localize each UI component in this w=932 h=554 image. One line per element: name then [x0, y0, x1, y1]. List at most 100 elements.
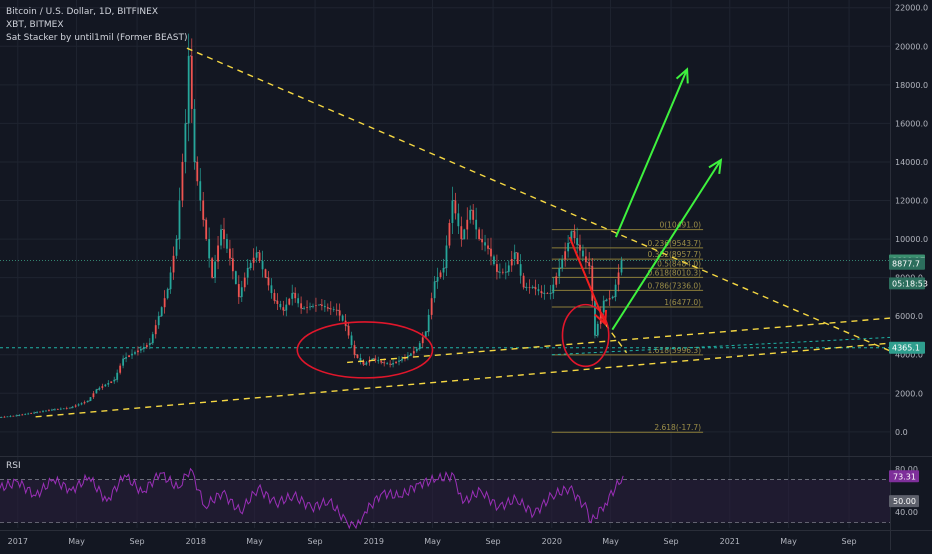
price-point	[195, 161, 197, 163]
x-tick-label: Sep	[664, 537, 679, 546]
rsi-point	[622, 475, 624, 477]
candle-body	[469, 210, 472, 220]
candle-body	[371, 358, 374, 361]
rsi-point	[586, 509, 588, 511]
candle-body	[24, 414, 27, 415]
price-axis-badge	[889, 257, 925, 270]
x-tick-label: Sep	[308, 537, 323, 546]
rsi-point	[435, 479, 437, 481]
candle-body	[594, 300, 596, 336]
candle-body	[282, 307, 285, 311]
price-point	[586, 261, 589, 263]
candle-body	[68, 407, 71, 409]
candle-body	[510, 258, 513, 266]
price-point	[391, 363, 393, 365]
candle-body	[249, 262, 252, 268]
candle-body	[65, 408, 68, 409]
candle-body	[487, 245, 489, 249]
candle-body	[30, 413, 33, 414]
rsi-band-fill	[0, 479, 890, 523]
candle-body	[608, 298, 611, 300]
candle-body	[395, 361, 397, 364]
y-tick-label: 6000.0	[895, 312, 923, 321]
candle-body	[45, 410, 47, 412]
candle-body	[472, 210, 475, 220]
candle-body	[172, 255, 175, 273]
price-axis-badge-text: 4365.1	[892, 344, 920, 353]
rsi-point	[275, 502, 277, 504]
candle-body	[585, 256, 587, 263]
rsi-axis-badge	[889, 495, 919, 508]
candle-body	[531, 287, 534, 289]
candle-body	[513, 252, 516, 259]
price-axis-badge	[889, 341, 925, 354]
price-point	[373, 358, 375, 360]
candle-body	[424, 331, 427, 338]
y-tick-label: 20000.0	[895, 42, 928, 51]
candle-body	[243, 277, 246, 288]
projection-arrow	[568, 236, 607, 325]
candle-body	[48, 410, 50, 411]
fib-level-label: 0.5(8484.0)	[657, 259, 701, 268]
rsi-point	[17, 481, 19, 483]
candle-body	[83, 402, 86, 404]
price-point	[337, 309, 339, 312]
candle-body	[401, 358, 403, 361]
candle-body	[534, 287, 537, 290]
candle-body	[33, 412, 36, 414]
candle-body	[555, 276, 558, 285]
rsi-point	[311, 507, 312, 509]
candle-body	[279, 303, 282, 308]
candle-body	[160, 307, 163, 317]
rsi-point	[480, 489, 482, 491]
rsi-point	[604, 502, 606, 504]
candle-body	[74, 405, 77, 407]
fib-level-label: 0.786(7336.0)	[648, 281, 702, 290]
fib-level-label: 0.236(9543.7)	[648, 239, 702, 248]
rsi-y-tick-label: 40.00	[895, 508, 918, 517]
candle-body	[131, 353, 133, 356]
candle-body	[205, 219, 208, 240]
candle-body	[223, 229, 225, 240]
rsi-point	[590, 522, 592, 524]
price-point	[319, 304, 321, 306]
candle-body	[540, 291, 543, 294]
candle-body	[0, 417, 3, 418]
candle-body	[582, 250, 584, 257]
candle-body	[463, 229, 466, 240]
price-point	[310, 305, 313, 308]
candle-body	[570, 231, 573, 243]
candle-body	[392, 363, 394, 365]
candle-body	[128, 355, 130, 357]
candle-body	[433, 281, 436, 299]
candle-body	[237, 284, 240, 297]
candle-body	[255, 252, 258, 258]
candle-body	[558, 267, 561, 277]
price-point	[70, 407, 72, 409]
candle-body	[181, 161, 184, 201]
candle-body	[475, 219, 478, 230]
candle-body	[151, 334, 154, 344]
candle-body	[326, 307, 329, 309]
candle-body	[498, 271, 501, 273]
candle-body	[276, 300, 279, 304]
candle-body	[234, 271, 237, 285]
chart-legend: Bitcoin / U.S. Dollar, 1D, BITFINEX XBT,…	[6, 6, 188, 45]
candle-body	[169, 272, 172, 290]
candle-body	[362, 361, 365, 365]
candle-body	[264, 269, 267, 278]
candle-body	[229, 248, 231, 259]
rsi-point	[257, 487, 259, 489]
candle-body	[113, 379, 116, 382]
price-point	[533, 286, 535, 288]
y-tick-label: 22000.0	[895, 4, 928, 13]
price-points	[0, 55, 624, 419]
rsi-point	[239, 511, 241, 513]
candle-body	[579, 244, 581, 251]
candle-body	[148, 343, 151, 346]
candle-body	[125, 356, 127, 359]
price-axis-badge-text: 05:18:53	[892, 279, 928, 288]
candle-body	[460, 226, 463, 240]
